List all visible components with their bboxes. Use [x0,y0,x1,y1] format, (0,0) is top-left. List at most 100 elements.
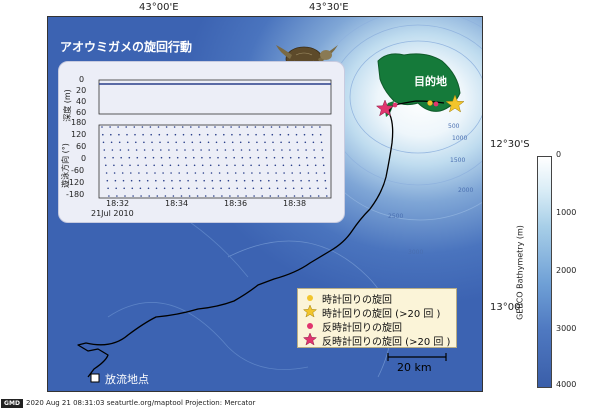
contour-label-2000: 2000 [458,187,474,194]
inset-heading-point [281,156,284,159]
inset-heading-point [171,187,174,190]
inset-heading-point [172,195,175,197]
inset-heading-point [192,149,194,151]
inset-heading-point [212,187,214,190]
inset-heading-point [314,164,317,167]
inset-heading-point [243,179,246,182]
inset-heading-point [146,179,149,182]
colorbar-tick: 1000 [556,208,577,217]
inset-heading-point [105,164,107,167]
inset-heading-point [163,179,165,182]
longitude-label-43-30: 43°30'E [309,2,349,13]
inset-heading-point [194,172,197,174]
inset-heading-point [264,141,266,144]
inset-heading-tick: -60 [71,166,85,175]
longitude-label-43-00: 43°00'E [139,2,179,13]
inset-heading-point [226,172,229,174]
inset-heading-point [193,164,196,167]
inset-heading-point [303,126,305,128]
inset-heading-point [160,149,162,151]
counterclockwise-turn-marker [392,102,398,108]
inset-heading-point [131,187,134,190]
inset-heading-point [156,195,159,197]
inset-heading-point [179,187,182,190]
inset-heading-point [300,179,302,182]
inset-heading-point [111,149,114,151]
inset-heading-point [201,156,203,159]
inset-heading-point [106,179,109,182]
inset-heading-point [218,172,221,174]
inset-heading-point [248,141,250,144]
inset-heading-point [243,172,245,174]
inset-heading-point [282,164,285,167]
inset-heading-point [232,149,235,151]
inset-heading-point [142,133,144,136]
inset-heading-point [306,156,308,159]
legend-label-counterclockwise-many: 反時計回りの旋回 (>20 回 ) [322,337,451,348]
inset-heading-point [110,133,112,136]
inset-heading-tick: 60 [76,142,87,151]
legend-label-counterclockwise: 反時計回りの旋回 [322,323,402,334]
inset-heading-point [298,164,301,167]
inset-depth-tick: 60 [76,108,87,117]
inset-heading-point [146,172,148,174]
inset-heading-point [174,133,177,136]
inset-heading-point [239,133,241,136]
inset-heading-point [211,179,214,182]
legend-label-clockwise: 時計回りの旋回 [322,295,392,306]
inset-heading-point [159,141,161,144]
inset-heading-point [323,172,326,174]
inset-heading-point [155,179,157,182]
inset-heading-point [188,187,190,190]
inset-heading-point [210,172,213,174]
footer-text: 2020 Aug 21 08:31:03 seaturtle.org/mapto… [26,399,256,407]
inset-heading-point [317,195,320,197]
inset-heading-point [132,195,134,197]
inset-heading-point [228,187,230,190]
inset-heading-point [284,187,287,190]
inset-heading-point [306,164,309,167]
inset-heading-point [150,133,152,136]
inset-heading-point [130,172,132,174]
inset-heading-point [178,172,180,174]
inset-heading-point [238,126,240,128]
inset-heading-point [195,179,197,182]
turtle-track [77,100,445,378]
inset-heading-point [219,179,222,182]
inset-heading-point [234,172,237,174]
inset-heading-point [324,179,327,182]
inset-heading-point [307,172,310,174]
inset-heading-point [135,141,137,144]
inset-heading-point [272,141,274,144]
inset-heading-point [292,179,294,182]
inset-heading-point [199,141,202,144]
inset-heading-point [190,133,193,136]
inset-heading-point [115,187,117,190]
inset-heading-point [129,164,131,167]
inset-time-tick: 18:38 [283,199,307,208]
inset-heading-point [136,156,139,159]
inset-heading-point [138,172,140,174]
inset-heading-point [175,141,177,144]
inset-heading-point [215,141,218,144]
inset-heading-tick: -120 [66,178,85,187]
inset-heading-point [186,172,189,174]
inset-heading-point [255,133,257,136]
inset-heading-point [260,187,263,190]
island-landmass [377,53,461,112]
inset-heading-tick: 0 [81,154,87,163]
inset-heading-point [268,187,271,190]
inset-heading-point [279,133,282,136]
inset-heading-point [177,164,180,167]
inset-heading-point [171,179,173,182]
inset-heading-point [209,164,212,167]
inset-heading-point [296,141,298,144]
map-title: アオウミガメの旋回行動 [60,40,193,54]
inset-heading-point [289,156,292,159]
inset-heading-point [322,164,325,167]
inset-heading-point [182,133,185,136]
map-frame: アオウミガメの旋回行動 目的地 放流地点 20 km 500 1000 1500… [47,16,483,392]
inset-heading-point [155,187,158,190]
legend-icon-pink-star [303,332,317,346]
inset-heading-point [145,164,147,167]
